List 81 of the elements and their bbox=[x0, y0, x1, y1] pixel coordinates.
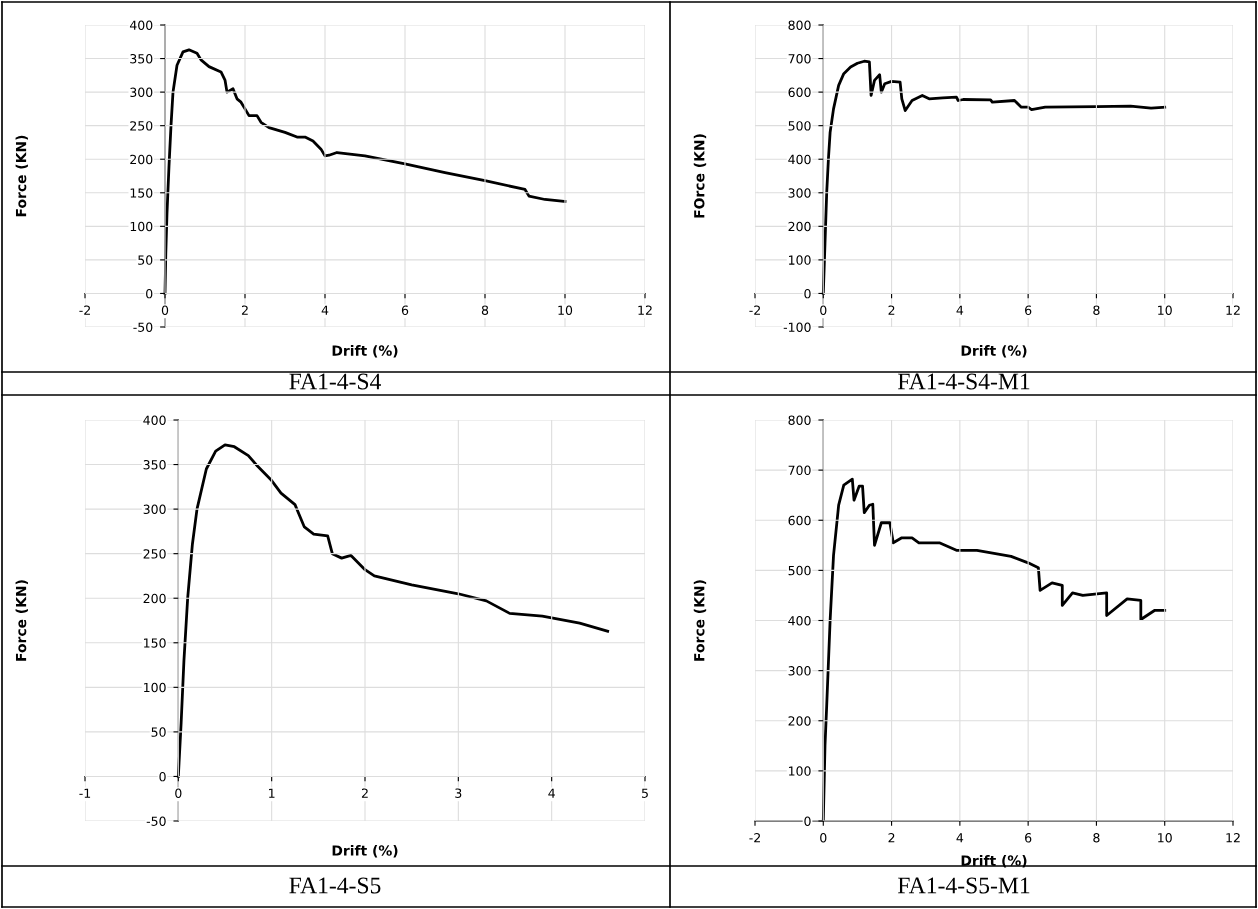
x-tick-label: 6 bbox=[1025, 305, 1032, 315]
x-tick-label: 0 bbox=[175, 788, 182, 798]
x-axis-title: Drift (%) bbox=[961, 345, 1027, 358]
y-tick-label: 100 bbox=[788, 255, 811, 265]
y-tick-label: 250 bbox=[130, 121, 153, 131]
y-tick-label: 600 bbox=[788, 87, 811, 98]
y-tick-label: 250 bbox=[143, 549, 166, 559]
x-tick-label: 4 bbox=[956, 833, 964, 843]
y-tick-label: 200 bbox=[130, 154, 153, 165]
y-tick-label: 150 bbox=[144, 638, 166, 648]
y-axis-title: FOrce (KN) bbox=[693, 134, 707, 218]
y-axis-title: Force (KN) bbox=[15, 580, 28, 661]
x-tick-label: -2 bbox=[749, 305, 760, 315]
x-tick-label: -2 bbox=[749, 833, 760, 843]
y-axis-title: Force (KN) bbox=[15, 135, 28, 217]
x-axis-title: Drift (%) bbox=[332, 845, 398, 858]
x-tick-label: 8 bbox=[1093, 833, 1100, 843]
x-tick-label: -2 bbox=[79, 305, 90, 315]
y-tick-label: 50 bbox=[151, 727, 166, 737]
y-tick-label: 400 bbox=[143, 415, 166, 425]
y-tick-label: 0 bbox=[146, 288, 153, 299]
y-tick-label: -100 bbox=[783, 322, 811, 332]
x-tick-label: 4 bbox=[548, 788, 555, 798]
x-tick-label: 6 bbox=[1025, 833, 1032, 843]
y-tick-label: 0 bbox=[804, 816, 811, 826]
y-tick-label: 100 bbox=[130, 221, 153, 232]
y-tick-label: 500 bbox=[788, 121, 811, 131]
y-tick-label: 0 bbox=[804, 288, 811, 299]
y-tick-label: 500 bbox=[788, 565, 811, 576]
y-axis-title: Force (KN) bbox=[693, 580, 707, 661]
y-tick-label: 100 bbox=[144, 682, 166, 693]
x-axis-title: Drift (%) bbox=[961, 855, 1027, 868]
y-tick-label: 0 bbox=[159, 771, 166, 782]
x-tick-label: 8 bbox=[481, 305, 489, 315]
y-tick-label: 200 bbox=[788, 221, 811, 232]
y-tick-label: 700 bbox=[788, 54, 811, 64]
x-tick-label: 12 bbox=[1226, 833, 1240, 843]
x-tick-label: 8 bbox=[1093, 305, 1100, 315]
y-tick-label: 350 bbox=[143, 460, 166, 470]
y-tick-label: 300 bbox=[143, 504, 166, 515]
x-tick-label: 3 bbox=[455, 788, 462, 798]
x-tick-label: 10 bbox=[1158, 833, 1172, 843]
y-tick-label: 300 bbox=[130, 87, 153, 98]
x-tick-label: 6 bbox=[401, 305, 409, 315]
y-tick-label: 200 bbox=[143, 593, 166, 604]
y-tick-label: 700 bbox=[788, 465, 811, 476]
y-tick-label: 400 bbox=[788, 615, 811, 626]
x-tick-label: 5 bbox=[641, 788, 648, 798]
y-tick-label: 50 bbox=[138, 255, 153, 265]
y-tick-label: 400 bbox=[129, 20, 153, 30]
x-tick-label: 10 bbox=[1158, 305, 1172, 315]
y-tick-label: 100 bbox=[788, 766, 811, 776]
text: FA1-4-S4-M1 bbox=[897, 373, 1030, 390]
x-tick-label: -1 bbox=[79, 788, 91, 798]
x-tick-label: 2 bbox=[241, 305, 248, 315]
x-tick-label: 10 bbox=[558, 305, 573, 315]
text: FA1-4-S4 bbox=[289, 373, 381, 390]
x-tick-label: 0 bbox=[820, 833, 827, 843]
x-tick-label: 12 bbox=[638, 305, 652, 315]
x-axis-title: Drift (%) bbox=[332, 345, 398, 358]
x-tick-label: 1 bbox=[269, 788, 275, 798]
x-tick-label: 4 bbox=[321, 305, 329, 315]
x-tick-label: 0 bbox=[820, 305, 827, 315]
y-tick-label: 600 bbox=[788, 515, 811, 526]
y-tick-label: 800 bbox=[788, 415, 811, 425]
y-tick-label: -50 bbox=[146, 816, 166, 826]
text: FA1-4-S5 bbox=[289, 877, 381, 894]
y-tick-label: 300 bbox=[788, 666, 811, 676]
y-tick-label: -50 bbox=[133, 322, 153, 332]
text: FA1-4-S5-M1 bbox=[897, 877, 1030, 894]
x-tick-label: 4 bbox=[956, 305, 964, 315]
y-tick-label: 200 bbox=[788, 716, 811, 726]
y-tick-label: 350 bbox=[130, 54, 153, 64]
x-tick-label: 2 bbox=[361, 788, 368, 798]
y-tick-label: 300 bbox=[788, 188, 811, 198]
y-tick-label: 800 bbox=[788, 20, 811, 30]
y-tick-label: 400 bbox=[788, 154, 811, 165]
x-tick-label: 12 bbox=[1226, 305, 1240, 315]
x-tick-label: 2 bbox=[888, 833, 895, 843]
x-tick-label: 2 bbox=[888, 305, 895, 315]
y-tick-label: 150 bbox=[130, 188, 153, 198]
